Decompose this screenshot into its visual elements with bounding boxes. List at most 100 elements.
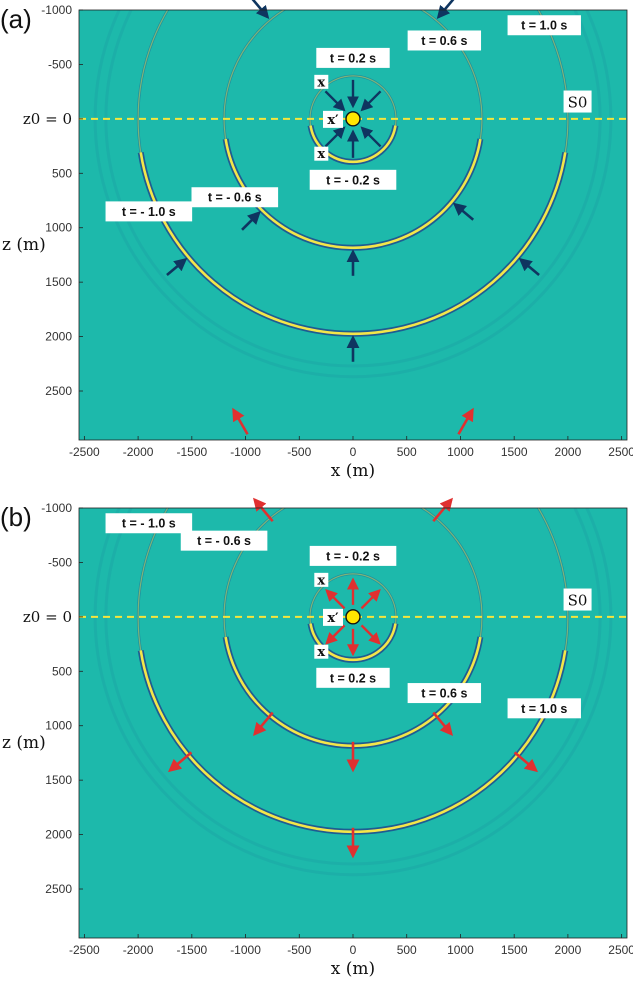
focus-arrow	[324, 90, 346, 112]
time-label-box	[407, 30, 482, 51]
x-tick-label: 0	[350, 943, 357, 957]
z-tick-label: 1000	[45, 221, 72, 235]
z-tick-label: 1000	[45, 719, 72, 733]
x-tick-label: 0	[350, 445, 357, 459]
z-axis-title: z (m)	[2, 733, 46, 753]
propagation-arrow	[253, 711, 274, 737]
focus-label-x-prime: x′	[327, 611, 339, 626]
propagation-arrow	[432, 497, 453, 522]
wavefront-arc-bright	[309, 125, 397, 164]
x-tick-label: -1500	[176, 943, 207, 957]
time-label-box	[191, 187, 279, 208]
time-label-text: t = - 0.6 s	[208, 191, 262, 205]
focus-label-box	[323, 608, 343, 626]
x-tick-label: -500	[287, 943, 311, 957]
surface-label-box	[563, 90, 592, 113]
point-label-box	[314, 644, 329, 659]
time-label-text: t = 1.0 s	[521, 19, 567, 33]
focus-arrow	[360, 90, 382, 112]
time-label-text: t = - 1.0 s	[122, 517, 176, 531]
time-label-box	[316, 47, 390, 68]
z-tick-label: 2500	[45, 882, 72, 896]
propagation-arrow	[432, 711, 453, 737]
x-tick-label: -1000	[230, 445, 261, 459]
x-tick-label: -500	[287, 445, 311, 459]
time-label-box	[105, 201, 193, 222]
focus-label-x-prime: x′	[327, 113, 339, 128]
panel-label: (b)	[0, 502, 32, 532]
x-tick-label: 500	[397, 943, 417, 957]
x-tick-label: 1000	[447, 943, 474, 957]
propagation-arrow	[232, 407, 249, 435]
time-label: t = - 1.0 s	[105, 201, 193, 222]
focus-arrow	[360, 589, 381, 610]
point-label-x: x	[317, 573, 325, 588]
point-label-box	[314, 146, 329, 161]
propagation-arrow	[166, 257, 188, 276]
focus-arrow	[325, 589, 346, 610]
time-label: t = - 0.2 s	[309, 545, 397, 566]
time-label-text: t = - 1.0 s	[122, 205, 176, 219]
time-label: t = - 0.6 s	[180, 530, 268, 551]
x-tick-label: 500	[397, 445, 417, 459]
z-axis-title: z (m)	[2, 235, 46, 255]
point-label-box	[314, 572, 329, 587]
z-tick-label: -500	[48, 57, 72, 71]
time-label-box	[316, 667, 390, 688]
z-tick-label: 500	[52, 664, 72, 678]
time-label-box	[507, 698, 581, 719]
x-tick-label: 2000	[555, 445, 582, 459]
z-tick-label: 2000	[45, 828, 72, 842]
propagation-arrow	[457, 407, 474, 435]
propagation-arrow	[167, 751, 193, 773]
focus-label-box	[323, 110, 343, 128]
x-tick-label: -1500	[176, 445, 207, 459]
x-tick-label: 1000	[447, 445, 474, 459]
x-tick-label: -1000	[230, 943, 261, 957]
z-tick-label: 500	[52, 166, 72, 180]
focus-arrow	[360, 624, 381, 645]
wavefront-ring	[136, 10, 570, 337]
time-label-text: t = 0.2 s	[330, 671, 376, 685]
panel-b: x x x′ t = - 1.0 s t = - 0.6 s t = - 0.2 s t =…	[0, 407, 633, 979]
z0-label: z0 = 0	[23, 608, 72, 626]
time-label: t = 0.6 s	[407, 683, 482, 704]
z-tick-label: 2500	[45, 384, 72, 398]
panel-label: (a)	[0, 4, 32, 34]
time-label-text: t = - 0.2 s	[326, 173, 380, 187]
time-label: t = 0.6 s	[407, 30, 482, 51]
time-label: t = 1.0 s	[507, 15, 581, 36]
point-label-x: x	[317, 75, 325, 90]
x-tick-label: 2500	[608, 943, 633, 957]
surface-label-box	[563, 588, 592, 611]
time-label-box	[180, 530, 268, 551]
propagation-arrow	[436, 0, 455, 20]
propagation-arrow	[518, 257, 540, 276]
time-label-box	[507, 15, 581, 36]
surface-label-s0: S0	[568, 592, 588, 610]
focus-point	[345, 609, 361, 625]
time-label-text: t = - 0.6 s	[197, 534, 251, 548]
propagation-arrow	[253, 497, 274, 522]
panel-a: x x x′ t = 0.2 s t = - 0.2 s t = 0.6 s t = - 0…	[0, 0, 633, 481]
time-label-text: t = - 0.2 s	[326, 549, 380, 563]
x-tick-label: 1500	[501, 445, 528, 459]
x-axis-title: x (m)	[331, 959, 375, 979]
time-label: t = 0.2 s	[316, 667, 390, 688]
z-tick-label: -1000	[41, 501, 72, 515]
propagation-arrow	[241, 211, 261, 231]
time-label: t = - 0.2 s	[309, 169, 397, 190]
z-tick-label: -1000	[41, 3, 72, 17]
x-tick-label: -2000	[123, 943, 154, 957]
time-label-text: t = 0.2 s	[330, 51, 376, 65]
propagation-arrow	[513, 751, 539, 773]
x-tick-label: 1500	[501, 943, 528, 957]
time-label: t = 1.0 s	[507, 698, 581, 719]
z0-label: z0 = 0	[23, 110, 72, 128]
time-label: t = 0.2 s	[316, 47, 390, 68]
z-tick-label: 1500	[45, 275, 72, 289]
x-tick-label: 2000	[555, 943, 582, 957]
point-label-x: x	[317, 645, 325, 660]
point-label-x: x	[317, 147, 325, 162]
